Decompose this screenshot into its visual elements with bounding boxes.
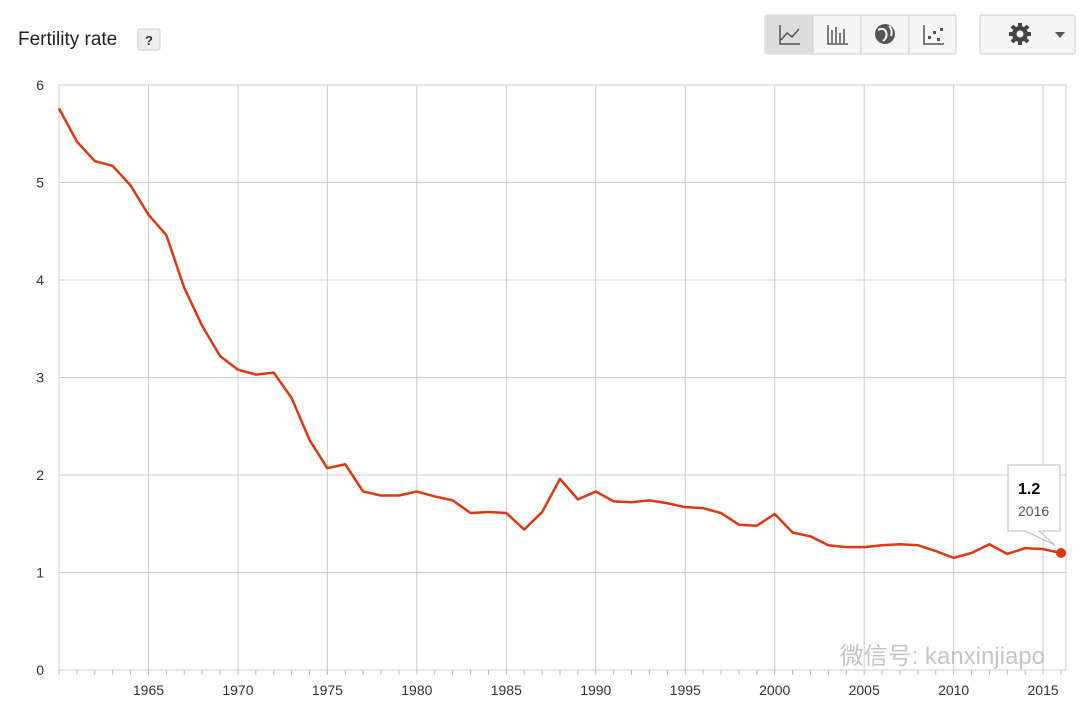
x-tick-label: 2000 (759, 682, 790, 698)
bar-icon (827, 25, 848, 45)
tooltip-value: 1.2 (1018, 481, 1040, 498)
help-button[interactable] (137, 28, 161, 51)
x-tick-label: 2005 (849, 682, 880, 698)
x-tick-label: 2015 (1028, 682, 1059, 698)
line-icon (779, 25, 800, 45)
scatter-axes (923, 25, 944, 45)
x-tick-label: 1980 (401, 682, 432, 698)
y-tick-label: 0 (36, 662, 44, 678)
scatter-dots (928, 28, 943, 41)
x-tick-label: 1985 (491, 682, 522, 698)
chart-title: Fertility rate (18, 29, 117, 50)
x-tick-label: 1990 (580, 682, 611, 698)
data-line (57, 107, 1062, 560)
y-tick-label: 5 (36, 175, 44, 191)
chart-type-toolbar (764, 14, 957, 55)
plot-area: 0 1 2 3 4 5 6 1965 1970 1975 1980 1985 1990 1995 2000 2… (36, 77, 1067, 698)
scatter-button[interactable] (910, 16, 956, 53)
help-label[interactable]: ? (145, 33, 153, 48)
tooltip-year: 2016 (1018, 503, 1049, 519)
y-tick-label: 1 (36, 565, 44, 581)
x-tick-label: 1970 (222, 682, 253, 698)
x-tick-label: 1995 (670, 682, 701, 698)
x-tick-label: 2010 (938, 682, 969, 698)
tooltip: 1.2 2016 (1007, 464, 1061, 546)
y-tick-label: 3 (36, 370, 44, 386)
x-tick-label: 1965 (133, 682, 164, 698)
bar-chart-button[interactable] (814, 16, 861, 53)
globe-detail (877, 25, 893, 42)
watermark: 微信号: kanxinjiapo (840, 643, 1045, 670)
dropdown-arrow (1055, 32, 1065, 38)
y-tick-label: 6 (36, 77, 44, 93)
tooltip-box (1007, 464, 1061, 546)
highlight-point (1056, 548, 1066, 558)
gear-icon (1009, 23, 1031, 45)
y-tick-label: 4 (36, 272, 44, 288)
y-tick-label: 2 (36, 467, 44, 483)
x-tick-label: 1975 (312, 682, 343, 698)
